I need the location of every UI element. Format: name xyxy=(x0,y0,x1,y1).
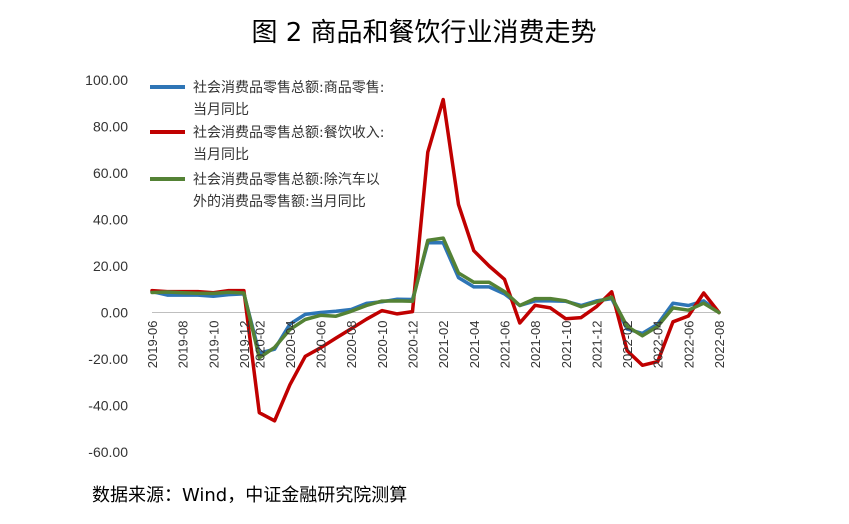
x-tick-label: 2021-04 xyxy=(467,320,482,368)
plot-area xyxy=(150,97,721,423)
x-tick-label: 2019-08 xyxy=(176,321,191,369)
x-tick-label: 2020-02 xyxy=(252,321,267,369)
x-tick-label: 2022-06 xyxy=(681,321,696,369)
x-tick-label: 2019-06 xyxy=(145,321,160,369)
legend: 社会消费品零售总额:商品零售:当月同比社会消费品零售总额:餐饮收入:当月同比社会… xyxy=(150,80,384,210)
y-tick-label: 20.00 xyxy=(93,258,128,274)
x-tick-labels: 2019-06 2019-08 2019-10 2019-12 2020-02 2020-… xyxy=(145,320,727,368)
x-tick-label: 2020-08 xyxy=(344,321,359,369)
chart-title: 图 2 商品和餐饮行业消费走势 xyxy=(251,18,596,48)
x-tick-label: 2021-08 xyxy=(528,321,543,369)
x-tick-label: 2022-02 xyxy=(620,321,635,369)
legend-label: 外的消费品零售额:当月同比 xyxy=(193,194,366,210)
y-tick-label: 80.00 xyxy=(93,119,128,135)
series-line xyxy=(150,236,721,360)
y-tick-label: -40.00 xyxy=(88,398,128,414)
y-tick-label: 40.00 xyxy=(93,212,128,228)
x-tick-label: 2020-06 xyxy=(314,321,329,369)
x-tick-label: 2022-04 xyxy=(651,321,666,369)
legend-label: 社会消费品零售总额:餐饮收入: xyxy=(193,125,384,141)
legend-label: 社会消费品零售总额:除汽车以 xyxy=(193,171,380,188)
x-tick-label: 2019-12 xyxy=(237,321,252,369)
legend-label: 当月同比 xyxy=(193,102,249,118)
x-tick-label: 2021-12 xyxy=(589,321,604,369)
x-tick-label: 2020-12 xyxy=(406,321,421,369)
y-axis: 100.00 80.00 60.00 40.00 20.00 0.00 -20.00 -40.… xyxy=(85,72,128,460)
y-tick-label: -20.00 xyxy=(88,351,128,367)
x-tick-label: 2020-10 xyxy=(375,321,390,369)
legend-label: 当月同比 xyxy=(193,147,249,163)
x-tick-label: 2020-04 xyxy=(283,321,298,369)
y-tick-label: 60.00 xyxy=(93,165,128,181)
x-tick-label: 2022-08 xyxy=(712,321,727,369)
x-tick-label: 2021-10 xyxy=(559,321,574,369)
legend-label: 社会消费品零售总额:商品零售: xyxy=(193,80,384,96)
x-tick-label: 2019-10 xyxy=(206,321,221,369)
x-tick-label: 2021-06 xyxy=(497,321,512,369)
source-note: 数据来源：Wind，中证金融研究院测算 xyxy=(92,485,407,506)
x-tick-label: 2021-02 xyxy=(436,321,451,369)
y-tick-label: 0.00 xyxy=(101,305,128,321)
y-tick-label: 100.00 xyxy=(85,72,128,88)
y-tick-label: -60.00 xyxy=(88,444,128,460)
